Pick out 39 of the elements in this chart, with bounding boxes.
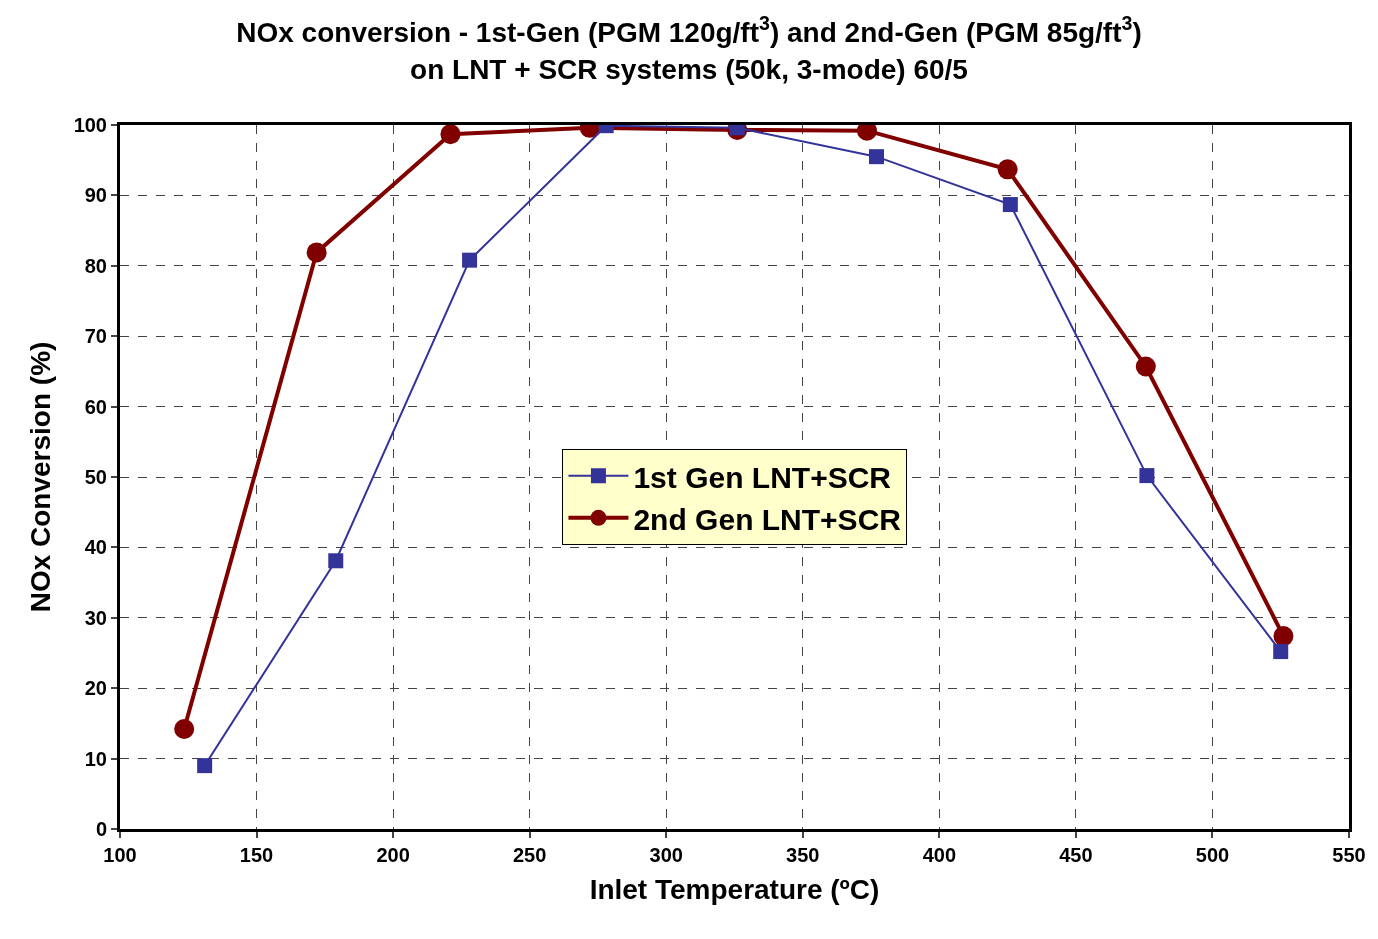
x-tick-label: 100 [103,844,137,866]
y-tick-label: 80 [84,254,107,277]
x-tick-label: 450 [1059,844,1093,866]
y-tick-label: 100 [73,114,107,136]
legend-label: 1st Gen LNT+SCR [633,460,892,494]
point [869,149,885,165]
legend-label: 2nd Gen LNT+SCR [633,502,902,536]
point [1135,356,1156,377]
x-tick-label: 200 [376,844,410,866]
y-tick-label: 10 [84,747,107,770]
point [1273,626,1294,647]
x-tick-label: 400 [922,844,957,866]
point [1273,644,1289,660]
point [174,719,195,740]
x-axis-title: Inlet Temperature (ºC) [589,874,880,906]
y-tick-label: 60 [84,395,107,418]
point [306,242,327,263]
x-tick-label: 250 [512,844,547,866]
y-axis-title: NOx Conversion (%) [25,341,57,613]
chart-title: NOx conversion - 1st-Gen (PGM 120g/ft$^{3}$) and 2nd-Gen (PGM 85g/ft$^{3}$) on LNT + SCR systems (50k, 3-mode) 60/5 [236,12,1142,85]
point [997,159,1018,180]
point [440,125,461,145]
y-tick-label: 20 [84,677,107,700]
y-tick-label: 0 [95,818,107,840]
x-tick-label: 550 [1332,844,1366,866]
x-tick-label: 150 [239,844,274,866]
y-tick-label: 50 [84,466,107,488]
x-tick-label: 500 [1195,844,1230,866]
y-tick-label: 90 [84,184,107,207]
point [462,252,478,268]
point [1002,197,1018,213]
x-tick-label: 350 [786,844,820,866]
y-tick-label: 70 [84,325,107,348]
y-tick-label: 30 [84,606,107,629]
y-tick-label: 40 [84,536,107,559]
point [197,758,213,774]
x-tick-label: 300 [649,844,683,866]
point [328,553,344,569]
point [1139,468,1155,484]
